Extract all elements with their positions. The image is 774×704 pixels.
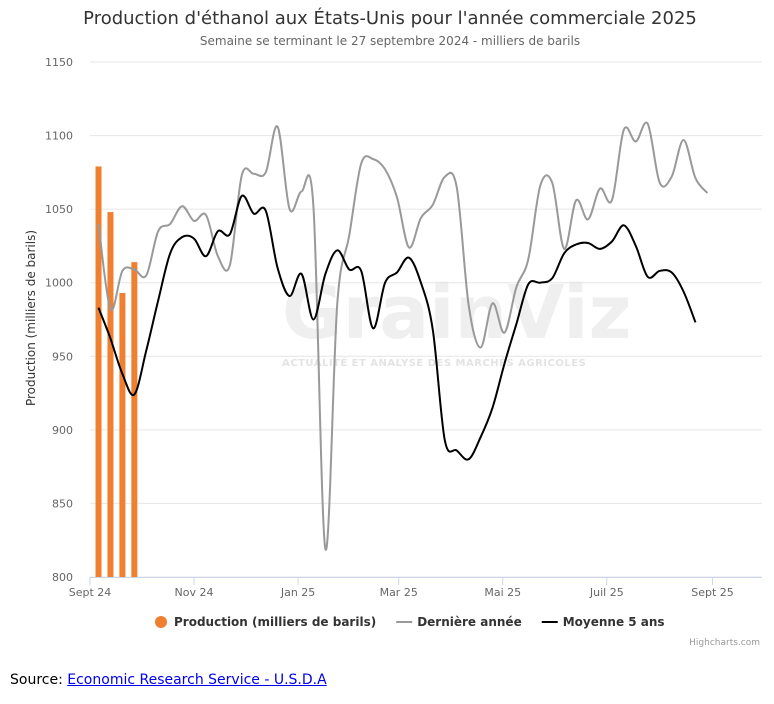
source-prefix: Source: bbox=[10, 672, 68, 688]
source-line: Source: Economic Research Service - U.S.… bbox=[10, 672, 327, 688]
y-tick-label: 1050 bbox=[45, 203, 73, 216]
chart-subtitle: Semaine se terminant le 27 septembre 202… bbox=[200, 34, 580, 48]
production-bar bbox=[107, 212, 114, 578]
legend-label: Production (milliers de barils) bbox=[174, 615, 376, 629]
legend-marker-dot bbox=[155, 616, 167, 628]
y-axis-title: Production (milliers de barils) bbox=[24, 230, 38, 406]
x-tick-label: Jan 25 bbox=[280, 586, 315, 599]
y-tick-label: 1100 bbox=[45, 130, 73, 143]
legend-item[interactable]: Production (milliers de barils) bbox=[155, 615, 376, 629]
chart-title: Production d'éthanol aux États-Unis pour… bbox=[83, 7, 697, 29]
watermark: GrainViz ACTUALITÉ ET ANALYSE DES MARCHÉ… bbox=[282, 270, 632, 369]
y-tick-label: 1150 bbox=[45, 56, 73, 69]
series-last-year-line bbox=[97, 121, 709, 551]
y-tick-label: 850 bbox=[52, 497, 73, 510]
source-link[interactable]: Economic Research Service - U.S.D.A bbox=[67, 672, 327, 688]
credits[interactable]: Highcharts.com bbox=[689, 638, 760, 648]
x-tick-label: Juil 25 bbox=[589, 586, 624, 599]
series-production-bars bbox=[95, 166, 138, 578]
legend-item[interactable]: Moyenne 5 ans bbox=[541, 615, 665, 629]
production-bar bbox=[95, 166, 102, 577]
production-bar bbox=[131, 262, 138, 577]
y-tick-label: 1000 bbox=[45, 277, 73, 290]
y-tick-label: 800 bbox=[52, 571, 73, 584]
watermark-tagline: ACTUALITÉ ET ANALYSE DES MARCHÉS AGRICOL… bbox=[282, 356, 586, 369]
x-axis: Sept 24 Nov 24 Jan 25 Mar 25 Mai 25 Juil 25 Se… bbox=[69, 577, 762, 599]
legend-item[interactable]: Dernière année bbox=[396, 615, 522, 629]
production-bar bbox=[119, 293, 126, 577]
watermark-brand: GrainViz bbox=[282, 270, 632, 356]
y-tick-label: 900 bbox=[52, 424, 73, 437]
series-5yr-average-line bbox=[97, 194, 697, 461]
y-tick-label: 950 bbox=[52, 350, 73, 363]
legend-label: Dernière année bbox=[417, 615, 522, 629]
legend: Production (milliers de barils) Dernière … bbox=[155, 615, 665, 629]
x-tick-label: Mai 25 bbox=[484, 586, 521, 599]
x-tick-label: Sept 24 bbox=[69, 586, 112, 599]
y-axis-labels: 800 850 900 950 1000 1050 1100 1150 bbox=[45, 56, 73, 584]
ethanol-production-chart: Production d'éthanol aux États-Unis pour… bbox=[24, 7, 762, 648]
x-tick-label: Sept 25 bbox=[691, 586, 734, 599]
plot-area bbox=[95, 121, 709, 578]
x-tick-label: Nov 24 bbox=[175, 586, 214, 599]
x-tick-label: Mar 25 bbox=[380, 586, 418, 599]
legend-label: Moyenne 5 ans bbox=[563, 615, 665, 629]
